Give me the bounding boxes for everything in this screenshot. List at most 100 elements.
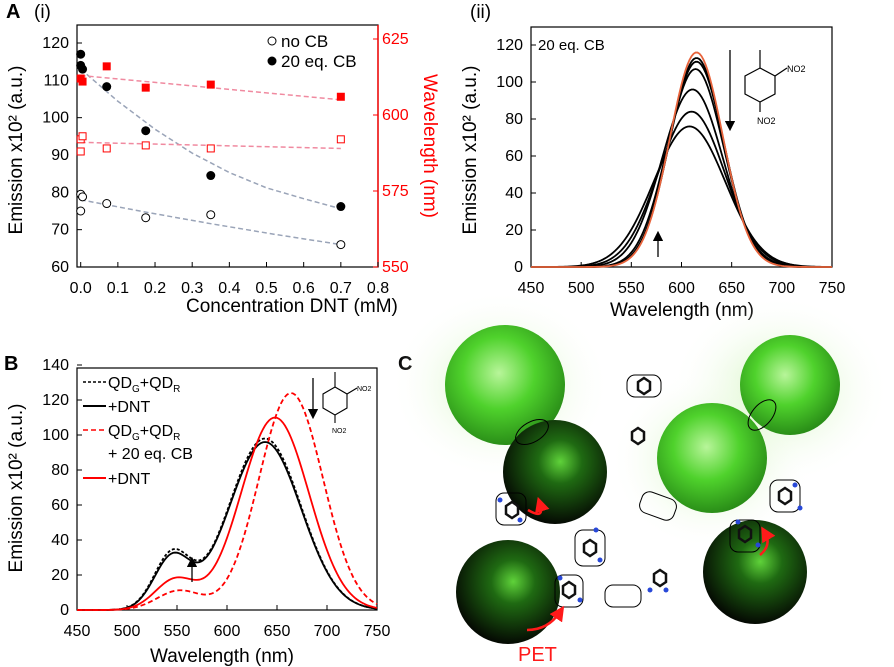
x-axis-label: Concentration DNT (mM): [186, 296, 398, 317]
dnt-molecule-icon: [504, 500, 520, 520]
panel-label-a: A: [6, 1, 20, 23]
spectrum-line: [531, 57, 833, 268]
dnt-molecule-icon: [561, 580, 577, 600]
cucurbituril-icon: [604, 584, 642, 608]
y-axis-label: Emission x10² (a.u.): [6, 66, 27, 235]
dnt-molecule-icon: [737, 524, 753, 544]
data-point: [78, 132, 87, 141]
chart-a-i: 0.0 0.1 0.2 0.3 0.4 0.5 0.6 0.7 0.8 60 70 80 90 100 11…: [6, 24, 440, 317]
data-point: [206, 144, 215, 153]
legend-entry-4: +DNT: [108, 471, 150, 488]
panel-label-b: B: [4, 353, 18, 375]
spectrum-line: [76, 416, 378, 611]
pet-label: PET: [518, 644, 557, 666]
x-tick-label: 500: [114, 623, 141, 640]
x-tick-label: 0.2: [144, 280, 166, 297]
x-tick-label: 0.4: [218, 280, 240, 297]
data-point: [141, 83, 150, 92]
x-tick-label: 550: [618, 280, 645, 297]
y-tick-label: 90: [51, 147, 69, 164]
x-tick-label: 750: [364, 623, 391, 640]
panel-c-illustration: PET: [390, 290, 890, 666]
y-tick-label: 40: [51, 532, 69, 549]
cucurbituril-icon: [747, 399, 777, 431]
data-point: [141, 141, 150, 150]
x-tick-label: 450: [64, 623, 91, 640]
y2-tick-label: 625: [382, 31, 409, 48]
fit-line: [80, 68, 342, 210]
y-tick-label: 120: [42, 392, 69, 409]
x-axis-label: Wavelength (nm): [150, 646, 294, 667]
y-tick-label: 60: [505, 148, 523, 165]
dnt-molecule-icon: [744, 50, 788, 112]
data-point: [206, 171, 216, 181]
x-tick-label: 0.3: [181, 280, 203, 297]
green-quantum-dot: [445, 325, 565, 445]
x-tick-label: 650: [264, 623, 291, 640]
spectrum-line: [76, 437, 378, 611]
x-tick-label: 700: [314, 623, 341, 640]
dnt-molecule-icon: [777, 486, 793, 506]
spectrum-line: [76, 441, 378, 611]
annotation-20eq-cb: 20 eq. CB: [538, 37, 605, 54]
panel-label-a-i: (i): [34, 2, 51, 23]
dnt-molecule-icon: [630, 426, 646, 446]
y-tick-label: 0: [514, 259, 523, 276]
x-tick-label: 0.0: [70, 280, 92, 297]
y-tick-label: 20: [505, 222, 523, 239]
data-point: [78, 64, 88, 74]
y-tick-label: 60: [51, 259, 69, 276]
cucurbituril-icon: [554, 574, 584, 608]
y-tick-label: 80: [51, 184, 69, 201]
panel-label-a-ii: (ii): [470, 2, 491, 23]
dnt-molecule-icon: [322, 372, 358, 423]
x-tick-label: 0.7: [330, 280, 352, 297]
no2-label-top: NO2: [357, 386, 372, 393]
legend-marker-filled-circle: [267, 56, 277, 66]
x-tick-label: 600: [214, 623, 241, 640]
data-point: [336, 240, 346, 250]
x-tick-label: 700: [768, 280, 795, 297]
y-tick-label: 70: [51, 222, 69, 239]
y-tick-label: 140: [42, 357, 69, 374]
legend: QDG+QDR +DNT QDG+QDR + 20 eq. CB +DNT: [83, 375, 193, 488]
fit-line: [80, 199, 341, 246]
legend-entry-3: QDG+QDR: [108, 423, 180, 443]
y-tick-label: 110: [43, 72, 69, 89]
data-point: [102, 199, 112, 209]
y-tick-label: 80: [51, 462, 69, 479]
y2-tick-label: 600: [382, 107, 409, 124]
legend-entry-1: QDG+QDR: [108, 375, 180, 395]
data-point: [78, 77, 87, 86]
red-quantum-dot: [456, 540, 560, 644]
plot-frame: [530, 26, 833, 268]
pet-arrow: [526, 605, 565, 632]
cucurbituril-icon: [639, 491, 677, 521]
x-tick-label: 750: [819, 280, 846, 297]
y-tick-label: 100: [496, 74, 523, 91]
y2-axis-label: Wavelength (nm): [419, 74, 440, 218]
legend-entry-2: +DNT: [108, 399, 150, 416]
x-tick-label: 600: [668, 280, 695, 297]
y-tick-label: 0: [60, 602, 69, 619]
y-tick-label: 120: [42, 35, 69, 52]
legend-20eq-cb: 20 eq. CB: [281, 52, 357, 71]
x-tick-label: 500: [568, 280, 595, 297]
spectrum-line: [530, 125, 833, 268]
pet-arrow: [759, 526, 776, 556]
cucurbituril-icon: [729, 519, 761, 553]
no2-label-top: NO2: [787, 64, 806, 74]
data-point: [76, 147, 85, 156]
legend-marker-open-circle: [267, 36, 277, 46]
data-point: [336, 202, 346, 212]
y2-tick-label: 575: [382, 183, 409, 200]
data-point: [78, 192, 88, 202]
data-point: [336, 135, 345, 144]
x-tick-label: 550: [164, 623, 191, 640]
data-point: [336, 92, 345, 101]
green-quantum-dot: [740, 335, 840, 435]
y-tick-label: 60: [51, 497, 69, 514]
